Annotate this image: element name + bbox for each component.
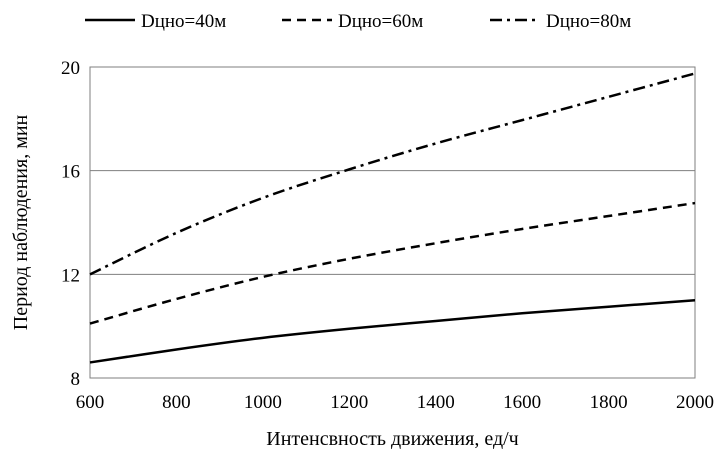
legend-label-3: Dцно=80м (546, 11, 631, 32)
y-tick-label: 20 (61, 58, 80, 79)
x-tick-label: 1000 (244, 392, 282, 413)
series-layer (90, 73, 695, 362)
legend-label-1: Dцно=40м (141, 11, 226, 32)
legend-label-2: Dцно=60м (338, 11, 423, 32)
x-axis-ticks: 600 800 1000 1200 1400 1600 1800 2000 (76, 392, 714, 413)
x-tick-label: 2000 (676, 392, 714, 413)
gridlines (90, 67, 695, 378)
y-axis-label: Период наблюдения, мин (10, 114, 32, 330)
x-axis-label: Интенсвность движения, ед/ч (266, 428, 519, 450)
x-tick-label: 1400 (417, 392, 455, 413)
x-tick-label: 1600 (503, 392, 541, 413)
y-axis-ticks: 8 12 16 20 (61, 58, 80, 390)
y-tick-label: 12 (61, 265, 80, 286)
x-tick-label: 800 (162, 392, 191, 413)
legend: Dцно=40м Dцно=60м Dцно=80м (85, 11, 631, 32)
y-tick-label: 8 (71, 369, 81, 390)
x-tick-label: 1800 (590, 392, 628, 413)
series-line-2 (90, 203, 695, 324)
plot-area-frame (90, 67, 695, 378)
y-tick-label: 16 (61, 162, 80, 183)
series-line-3 (90, 73, 695, 274)
x-tick-label: 1200 (330, 392, 368, 413)
series-line-1 (90, 300, 695, 362)
x-tick-label: 600 (76, 392, 105, 413)
